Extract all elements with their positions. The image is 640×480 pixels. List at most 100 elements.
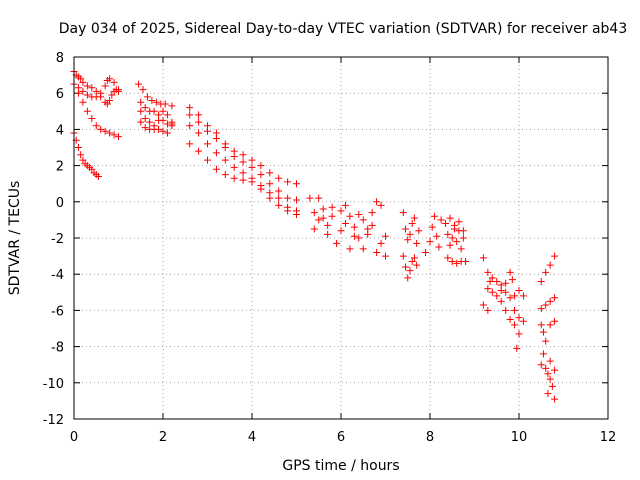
data-point <box>537 277 545 285</box>
data-point <box>350 223 358 231</box>
data-point <box>324 221 332 229</box>
data-point <box>333 239 341 247</box>
data-point <box>355 234 363 242</box>
data-point <box>137 98 145 106</box>
data-point <box>79 87 87 95</box>
data-point <box>230 174 238 182</box>
data-point <box>337 207 345 215</box>
data-point <box>212 149 220 157</box>
data-point <box>108 91 116 99</box>
grid-layer <box>74 57 608 419</box>
data-point <box>442 220 450 228</box>
x-tick-label: 4 <box>248 430 256 445</box>
data-point <box>239 176 247 184</box>
data-point <box>399 252 407 260</box>
x-tick-label: 10 <box>511 430 528 445</box>
data-point <box>146 118 154 126</box>
data-point <box>544 390 552 398</box>
data-point <box>377 201 385 209</box>
data-point <box>422 248 430 256</box>
data-point <box>115 86 122 94</box>
data-point <box>115 133 122 141</box>
data-point <box>453 238 461 246</box>
data-point <box>186 104 194 112</box>
data-point <box>230 153 238 161</box>
data-point <box>404 236 412 244</box>
data-point <box>257 171 265 179</box>
data-point <box>546 321 554 329</box>
data-point <box>382 252 389 260</box>
data-point <box>195 118 203 126</box>
data-point <box>275 174 283 182</box>
data-point <box>546 297 554 305</box>
data-point <box>248 163 256 171</box>
data-point <box>457 245 465 253</box>
y-tick-label: -2 <box>51 232 64 247</box>
data-point <box>106 129 114 137</box>
tick-layer: 0 2 4 6 8 10 12 -12 -10 -8 -6 -4 -2 0 2 4 6 8 <box>43 51 617 445</box>
y-tick-label: 2 <box>56 160 64 175</box>
data-point <box>359 216 367 224</box>
data-point <box>544 370 552 378</box>
data-point <box>502 306 510 314</box>
data-point <box>239 169 247 177</box>
data-point <box>502 279 510 287</box>
data-point <box>515 330 523 338</box>
data-point <box>542 301 550 309</box>
data-point <box>497 297 505 305</box>
data-point <box>444 230 452 238</box>
data-point <box>539 350 547 358</box>
data-point <box>430 212 438 220</box>
data-point <box>406 230 414 238</box>
data-point <box>106 75 114 83</box>
data-point <box>506 315 514 323</box>
data-point <box>257 162 265 170</box>
data-point <box>402 225 410 233</box>
data-point <box>275 187 283 195</box>
data-point <box>88 115 96 123</box>
y-tick-label: 4 <box>56 123 64 138</box>
data-point <box>97 125 105 133</box>
y-tick-label: -8 <box>51 341 64 356</box>
data-point <box>382 232 389 240</box>
data-point <box>404 274 412 282</box>
data-point <box>212 134 220 142</box>
data-point <box>406 267 414 275</box>
x-tick-label: 0 <box>70 430 78 445</box>
data-point <box>266 169 274 177</box>
data-point <box>293 210 300 218</box>
data-point <box>83 107 91 115</box>
data-point <box>446 214 454 222</box>
data-point <box>110 78 118 86</box>
data-point <box>479 301 487 309</box>
data-point <box>106 96 114 104</box>
data-point <box>493 292 501 300</box>
data-point <box>448 258 456 266</box>
data-point <box>511 321 519 329</box>
data-point <box>368 209 376 217</box>
data-point <box>537 305 545 313</box>
data-point <box>428 223 436 231</box>
data-point <box>266 194 274 202</box>
data-point <box>537 361 545 369</box>
data-point <box>546 375 554 383</box>
data-point <box>275 194 283 202</box>
data-point <box>350 232 358 240</box>
data-point <box>204 156 211 164</box>
data-point <box>168 118 176 126</box>
data-point <box>88 165 96 173</box>
data-point <box>433 232 441 240</box>
data-point <box>511 306 519 314</box>
data-point <box>493 277 501 285</box>
data-point <box>315 194 323 202</box>
data-point <box>446 241 454 249</box>
y-tick-label: -12 <box>43 413 64 428</box>
data-point <box>293 180 300 188</box>
data-point <box>448 234 456 242</box>
data-point <box>186 111 194 119</box>
data-point <box>275 201 283 209</box>
data-point <box>551 366 559 374</box>
data-point <box>195 111 203 119</box>
data-point <box>266 180 274 188</box>
